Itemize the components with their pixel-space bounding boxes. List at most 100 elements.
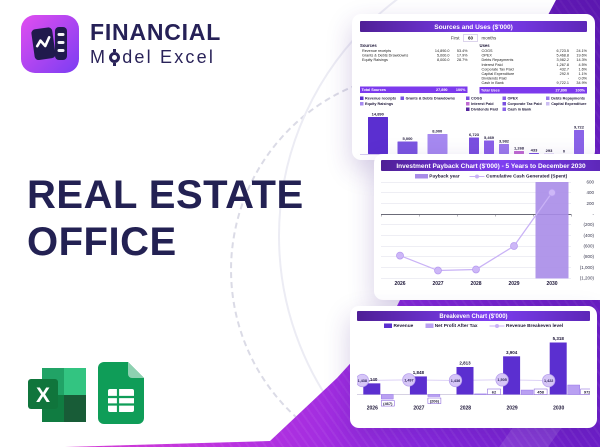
chart-shape — [427, 394, 441, 397]
row-pct: 14.3% — [576, 57, 587, 63]
sources-bars: 14,890 5,000 8,000 — [360, 111, 456, 155]
legend-label: Corporate Tax Paid — [507, 101, 542, 107]
chart-shape — [434, 266, 442, 275]
breakeven-card: Breakeven Chart ($'000) Revenue Net Prof… — [350, 306, 597, 428]
y-tick-label: (200) — [583, 222, 594, 228]
chart-shape — [456, 366, 474, 395]
chart-shape — [503, 356, 521, 395]
chart-text: 1,505 — [497, 378, 506, 382]
row-value: 6,723.5 — [556, 48, 569, 54]
cumulative-cash-line — [396, 188, 556, 275]
bar-column: 293 — [544, 148, 555, 154]
chart-shape — [427, 397, 442, 404]
chart-text: 1,436 — [451, 379, 460, 383]
payback-card: Investment Payback Chart ($'000) - 5 Yea… — [374, 154, 600, 300]
legend-swatch — [360, 102, 364, 106]
sources-uses-card: Sources and Uses ($'000) First 60 months… — [352, 14, 595, 160]
y-tick-label: (400) — [583, 232, 594, 238]
legend-label: Grants & Debts Drawdowns — [405, 96, 455, 101]
row-pct: 4.5% — [578, 62, 587, 67]
gridline — [381, 224, 571, 226]
y-tick-label: (1,000) — [579, 264, 594, 270]
sources-legend: Revenue receipts Grants & Debts Drawdowns… — [360, 96, 455, 106]
axis-tick — [533, 214, 534, 217]
dot-marker-icon — [475, 174, 480, 179]
bar-value-label: 5,000 — [402, 136, 413, 142]
bar-column: 3,982 — [499, 139, 509, 154]
y-tick-label: 600 — [586, 179, 594, 185]
row-pct: 1.6% — [578, 66, 587, 72]
table-row: Equity Raisings 8,000.0 28.7% — [360, 58, 468, 63]
sources-table: Sources Revenue receipts 14,890.0 53.4% Gran… — [360, 43, 468, 93]
period-row: First 60 months — [360, 34, 587, 42]
chart-shape — [487, 388, 501, 395]
legend-label: Cash in Bank — [507, 107, 532, 112]
product-title-line2: OFFICE — [27, 220, 177, 264]
axis-tick — [571, 214, 572, 217]
table-row: COGS 6,723.5 24.1% — [480, 49, 588, 54]
excel-icon: X — [28, 368, 86, 422]
legend-item: Equity Raisings — [360, 102, 393, 106]
chart-shape — [402, 373, 416, 387]
row-label: Revenue receipts — [362, 48, 392, 54]
payback-title: Investment Payback Chart ($'000) - 5 Yea… — [381, 160, 600, 171]
chart-text: (206) — [430, 398, 440, 403]
gridline — [381, 192, 571, 194]
sources-uses-charts: Revenue receipts Grants & Debts Drawdowns… — [360, 96, 587, 155]
chart-shape — [472, 265, 480, 274]
chart-text: 62 — [492, 389, 497, 394]
legend-item: Cash in Bank — [502, 107, 543, 112]
row-pct: 19.6% — [576, 53, 587, 58]
chart-text: 1,422 — [544, 379, 553, 383]
row-label: Dividends Paid — [481, 76, 507, 81]
y-tick-label: 400 — [586, 190, 594, 196]
row-value: 3,982.2 — [556, 57, 569, 63]
table-total-row: Total Uses 27,890 100% — [479, 86, 587, 94]
legend-item: OPEX — [502, 96, 543, 101]
row-label: Corporate Tax Paid — [481, 66, 514, 72]
legend-label: Cumulative Cash Generated (Spent) — [486, 173, 568, 180]
breakeven-title: Breakeven Chart ($'000) — [357, 311, 590, 321]
legend-label: Dividends Paid — [471, 107, 498, 112]
x-tick-label: 2028 — [470, 281, 482, 287]
brand-name: FINANCIAL — [90, 19, 222, 45]
bar-value-label: 6,723 — [469, 132, 480, 137]
chart-shape — [549, 342, 567, 395]
bar — [499, 144, 510, 154]
chart-text: 458 — [537, 389, 544, 394]
chart-text: 2029 — [507, 406, 518, 412]
table-header: Uses — [479, 43, 490, 48]
table-row: Grants & Debts Drawdowns 5,000.0 17.9% — [360, 53, 468, 58]
table-row: OPEX 5,468.8 19.6% — [480, 53, 588, 58]
sources-uses-tables: Sources Revenue receipts 14,890.0 53.4% Gran… — [360, 43, 588, 94]
legend-label: COGS — [471, 96, 483, 101]
dot-marker-icon — [495, 323, 500, 328]
legend-item: Interest Paid — [466, 102, 498, 106]
row-value: 14,890.0 — [434, 48, 450, 54]
axis-tick — [419, 214, 420, 217]
uses-legend: COGS OPEX Debts Repayments Interest Paid Cor… — [466, 96, 587, 112]
bar-value-label: 3,982 — [499, 139, 510, 144]
row-pct: 1.1% — [578, 71, 587, 77]
bar-column: 5,000 — [397, 136, 418, 154]
legend-label: Capital Expenditure — [551, 101, 587, 107]
google-sheets-icon — [98, 362, 144, 424]
legend-label: Revenue receipts — [365, 96, 397, 101]
bar-column: 433 — [529, 148, 540, 154]
chart-text: 5,318 — [553, 336, 565, 341]
payback-x-axis: 2026 2027 2028 2029 2030 — [381, 281, 571, 289]
chart-shape — [381, 394, 394, 400]
book-chart-logo-icon — [21, 15, 79, 73]
uses-table: Uses COGS 6,723.5 24.1% OPEX 5,468.8 19.6% Debt… — [479, 43, 588, 94]
product-title: REAL ESTATE OFFICE — [27, 172, 304, 266]
bar-value-label: 1,268 — [514, 145, 525, 151]
row-value: 1,267.8 — [556, 62, 569, 67]
row-value: - — [567, 76, 569, 81]
row-value: 5,000.0 — [436, 53, 450, 58]
chart-shape — [363, 383, 381, 395]
svg-text:X: X — [36, 384, 50, 407]
breakeven-chart-svg: 1,140 1,848 2,813 3,904 5,318 (467) (206) 62 458… — [355, 336, 594, 412]
chart-text: 2,813 — [459, 360, 471, 365]
